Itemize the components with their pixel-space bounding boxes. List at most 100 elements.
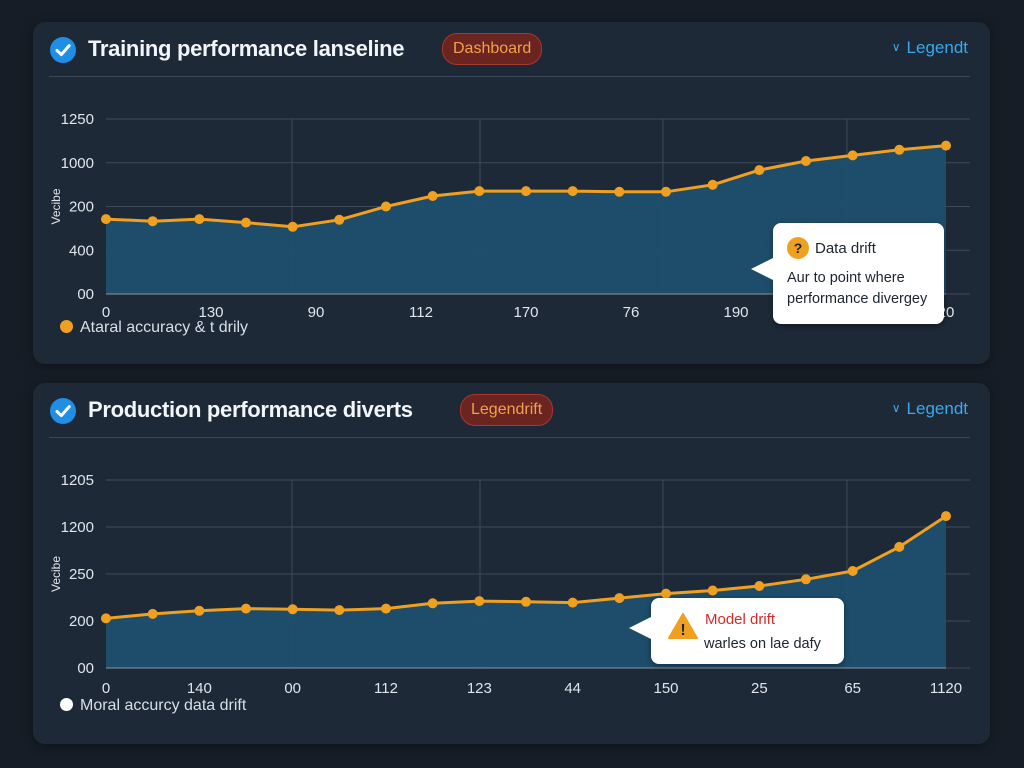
data-point <box>381 603 391 614</box>
data-point <box>241 603 251 614</box>
data-point <box>101 613 111 624</box>
data-point <box>614 186 625 197</box>
y-tick-label: 00 <box>77 660 94 677</box>
warning-icon-glyph: ! <box>680 622 685 639</box>
x-tick-label: 123 <box>467 680 492 693</box>
data-point <box>894 144 905 155</box>
panel-header: Training performance lanseline Dashboard… <box>33 22 990 78</box>
model-drift-callout: ! Model drift warles on lae dafy <box>629 598 844 664</box>
data-point <box>474 186 485 197</box>
divider <box>49 437 970 438</box>
data-point <box>894 541 905 552</box>
data-point <box>381 201 391 212</box>
x-tick-label: 112 <box>409 304 433 321</box>
question-icon: ? <box>787 237 809 259</box>
panel-header: Production performance diverts Legendrif… <box>33 383 990 439</box>
y-tick-label: 1200 <box>61 519 94 536</box>
y-tick-label: 00 <box>77 286 94 303</box>
x-tick-label: 00 <box>284 680 301 693</box>
data-point <box>754 581 765 591</box>
x-tick-label: 170 <box>513 304 538 321</box>
data-point <box>334 605 345 616</box>
callout-body-line: Aur to point where <box>787 270 905 286</box>
x-tick-label: 44 <box>564 680 581 693</box>
series-area <box>106 145 946 294</box>
chevron-down-icon: ∨ <box>891 401 901 415</box>
training-chart-panel: Training performance lanseline Dashboard… <box>33 22 990 364</box>
x-tick-label: 130 <box>198 304 223 321</box>
legend-toggle-label: Legendt <box>906 399 968 418</box>
x-tick-label: 1120 <box>930 680 962 693</box>
legend-swatch <box>60 320 73 333</box>
data-point <box>847 566 858 576</box>
x-tick-label: 140 <box>187 680 212 693</box>
legend-label: Moral accurcy data drift <box>80 697 247 714</box>
data-point <box>474 596 485 607</box>
data-point <box>614 593 625 604</box>
data-drift-callout: ? Data drift Aur to point where performan… <box>751 223 944 324</box>
data-point <box>287 604 298 615</box>
data-point <box>754 165 765 176</box>
panel-title: Training performance lanseline <box>88 36 405 61</box>
x-tick-label: 76 <box>623 304 640 321</box>
y-tick-label: 400 <box>69 242 94 259</box>
x-tick-label: 90 <box>308 304 325 321</box>
callout-title: Data drift <box>815 240 876 257</box>
drift-badge[interactable]: Legendrift <box>460 394 554 426</box>
warning-icon: ! <box>668 613 698 639</box>
callout-body-line: performance divergey <box>787 291 928 307</box>
data-point <box>194 214 205 225</box>
y-tick-label: 250 <box>69 566 94 583</box>
x-tick-label: 112 <box>374 680 398 693</box>
legend-toggle[interactable]: ∨ Legendt <box>892 38 968 58</box>
x-tick-label: 190 <box>723 304 748 321</box>
callout-body: Aur to point where performance divergey <box>787 268 927 310</box>
legend-label: Ataral accuracy & t drily <box>80 319 249 336</box>
chart-legend: Moral accurcy data drift <box>60 697 246 715</box>
callout-title: Model drift <box>705 611 776 628</box>
data-point <box>801 574 811 585</box>
data-point <box>941 511 951 522</box>
legend-toggle[interactable]: ∨ Legendt <box>892 399 968 419</box>
data-point <box>287 221 298 232</box>
legend-toggle-label: Legendt <box>906 38 968 57</box>
y-tick-label: 200 <box>69 199 94 216</box>
check-circle-icon <box>50 37 76 63</box>
divider <box>49 76 970 77</box>
y-axis-label: Vecibe <box>49 188 63 224</box>
x-tick-label: 25 <box>751 680 768 693</box>
check-circle-icon <box>50 398 76 424</box>
data-point <box>567 186 578 197</box>
y-tick-label: 1250 <box>61 111 94 128</box>
data-point <box>661 186 671 197</box>
y-tick-label: 1000 <box>61 155 94 172</box>
data-point <box>801 156 811 166</box>
data-point <box>661 588 671 599</box>
data-point <box>334 214 345 225</box>
data-point <box>101 214 111 225</box>
data-point <box>567 597 578 608</box>
y-tick-label: 1205 <box>61 472 94 489</box>
x-tick-label: 65 <box>844 680 861 693</box>
callout-body: warles on lae dafy <box>704 636 821 652</box>
data-point <box>707 585 718 596</box>
data-point <box>521 596 531 607</box>
x-tick-label: 0 <box>102 304 110 321</box>
legend-swatch <box>60 698 73 711</box>
production-chart-panel: Production performance diverts Legendrif… <box>33 383 990 744</box>
y-axis-label: Vecibe <box>49 556 63 592</box>
data-point <box>194 605 205 616</box>
data-point <box>427 598 438 609</box>
data-point <box>707 179 718 190</box>
dashboard-badge[interactable]: Dashboard <box>442 33 543 65</box>
data-point <box>147 216 158 227</box>
data-point <box>521 186 531 197</box>
production-area-chart: 00 200 250 1200 1205 Vecibe 0 140 00 112 123 44 150 2… <box>49 472 970 693</box>
data-point <box>847 150 858 161</box>
chart-legend: Ataral accuracy & t drily <box>60 319 248 337</box>
x-tick-label: 0 <box>102 680 110 693</box>
x-tick-label: 150 <box>653 680 678 693</box>
data-point <box>241 217 251 228</box>
data-point <box>941 140 951 151</box>
panel-title: Production performance diverts <box>88 397 413 422</box>
